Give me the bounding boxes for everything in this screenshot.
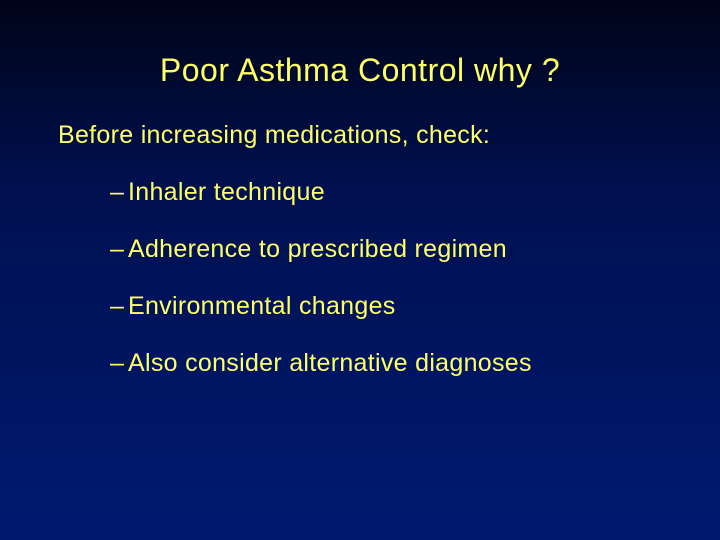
list-item: Environmental changes (110, 292, 720, 321)
slide: Poor Asthma Control why ? Before increas… (0, 0, 720, 540)
bullet-list: Inhaler technique Adherence to prescribe… (110, 178, 720, 378)
list-item: Also consider alternative diagnoses (110, 349, 720, 378)
list-item: Adherence to prescribed regimen (110, 235, 720, 264)
slide-title: Poor Asthma Control why ? (0, 52, 720, 89)
slide-subtitle: Before increasing medications, check: (58, 121, 720, 150)
list-item: Inhaler technique (110, 178, 720, 207)
